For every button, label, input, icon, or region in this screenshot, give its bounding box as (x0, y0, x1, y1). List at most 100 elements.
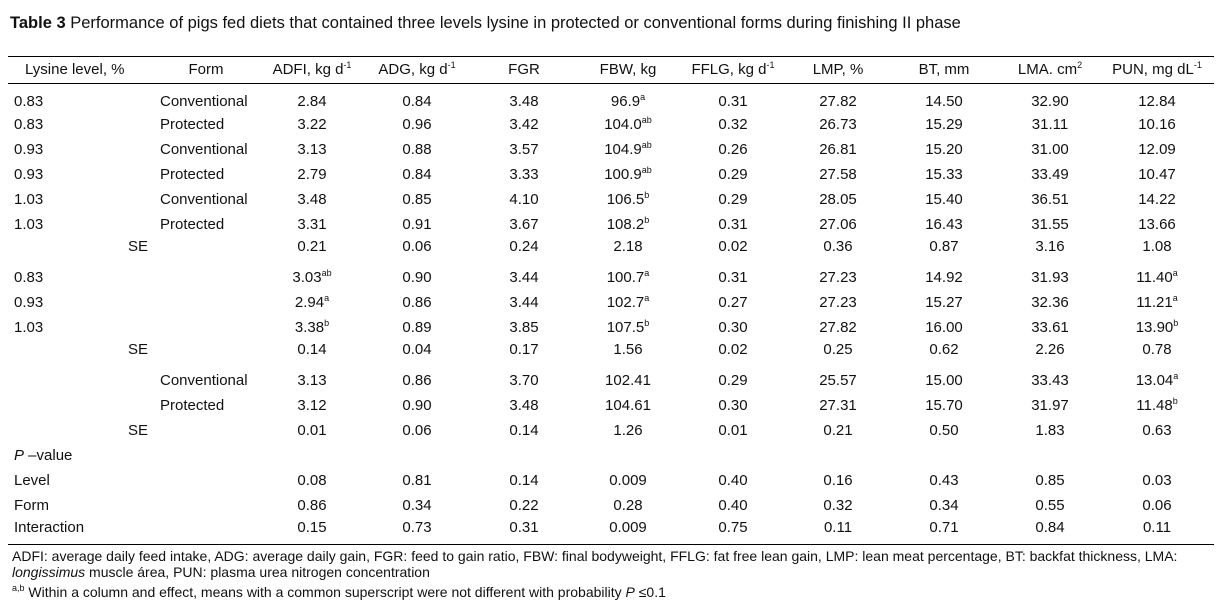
footnote-text: muscle área, PUN: plasma urea nitrogen c… (85, 564, 430, 580)
table-cell: 16.43 (925, 216, 963, 233)
table-cell: 31.00 (1031, 141, 1069, 158)
table-cell: 14.22 (1138, 191, 1176, 208)
column-header: ADG, kg d-1 (365, 61, 469, 79)
superscript: b (1173, 318, 1179, 328)
table-cell: 3.67 (509, 216, 539, 233)
table-cell: 0.63 (1142, 422, 1172, 439)
footnote-text: ≤0.1 (634, 584, 666, 600)
table-rule-1 (8, 56, 1214, 57)
table-cell: 0.14 (297, 341, 327, 358)
table-cell: 1.08 (1142, 238, 1172, 255)
table-cell: 33.61 (1031, 319, 1069, 336)
table-cell: 0.29 (718, 372, 748, 389)
table-cell: Conventional (160, 93, 248, 110)
superscript: a (1172, 268, 1178, 278)
table-cell: 27.58 (819, 166, 857, 183)
table-cell: 0.03 (1142, 472, 1172, 489)
table-cell: 0.78 (1142, 341, 1172, 358)
cell-text: 13.04 (1135, 372, 1174, 389)
table-cell: 104.9ab (576, 141, 680, 159)
table-cell: 102.7a (576, 294, 680, 312)
table-cell: 0.75 (718, 519, 748, 536)
table-cell: Level (14, 472, 50, 489)
table-cell: 15.33 (925, 166, 963, 183)
table-cell: 32.36 (1031, 294, 1069, 311)
table-cell: 31.97 (1031, 397, 1069, 414)
cell-text: 100.7 (606, 269, 645, 286)
table-cell: 0.24 (509, 238, 539, 255)
superscript: b (324, 318, 330, 328)
table-cell: 16.00 (925, 319, 963, 336)
table-cell: 27.82 (819, 93, 857, 110)
table-cell: 100.7a (576, 269, 680, 287)
superscript: 2 (1077, 60, 1083, 70)
table-cell: 0.26 (718, 141, 748, 158)
table-cell: 0.90 (402, 397, 432, 414)
table-cell: 0.84 (402, 166, 432, 183)
table-cell: 3.12 (297, 397, 327, 414)
table-cell: 26.73 (819, 116, 857, 133)
footnote-italic: longissimus (12, 564, 86, 580)
table-cell: 0.32 (718, 116, 748, 133)
superscript: a,b (12, 583, 25, 593)
table-cell: 0.31 (718, 93, 748, 110)
table-cell: 33.49 (1031, 166, 1069, 183)
table-cell: 15.00 (925, 372, 963, 389)
table-cell: 1.03 (14, 191, 44, 208)
table-cell: 3.22 (297, 116, 327, 133)
table-cell: 0.06 (402, 238, 432, 255)
table-caption: Table 3 Performance of pigs fed diets th… (10, 14, 961, 33)
superscript: b (644, 190, 650, 200)
table-cell: 0.30 (718, 319, 748, 336)
table-cell: 11.21a (1105, 294, 1209, 312)
table-cell: 0.40 (718, 497, 748, 514)
column-header: LMP, % (786, 61, 890, 79)
cell-text: ADFI, kg d (272, 61, 344, 78)
table-cell: Conventional (160, 141, 248, 158)
table-cell: 0.16 (823, 472, 853, 489)
table-cell: 31.55 (1031, 216, 1069, 233)
table-cell: 3.57 (509, 141, 539, 158)
table-cell: 0.25 (823, 341, 853, 358)
table-cell: 0.11 (823, 519, 853, 536)
superscript: ab (641, 165, 652, 175)
table-cell: 104.0ab (576, 116, 680, 134)
table-cell: 0.50 (929, 422, 959, 439)
table-cell: Conventional (160, 191, 248, 208)
table-cell: 27.82 (819, 319, 857, 336)
table-cell: 0.86 (297, 497, 327, 514)
table-cell: Form (14, 497, 49, 514)
table-cell: 0.34 (929, 497, 959, 514)
table-cell: 0.30 (718, 397, 748, 414)
table-cell: 0.85 (402, 191, 432, 208)
cell-text: 11.48 (1136, 397, 1173, 414)
table-cell: 0.08 (297, 472, 327, 489)
table-cell: 0.02 (718, 238, 748, 255)
cell-text: 102.7 (606, 294, 645, 311)
column-header: BT, mm (892, 61, 996, 79)
table-cell: 11.40a (1105, 269, 1209, 287)
table-cell: 15.29 (925, 116, 963, 133)
table-cell: Conventional (160, 372, 248, 389)
table-cell: 0.009 (609, 472, 647, 489)
table-cell: SE (128, 341, 149, 358)
table-cell: 107.5b (576, 319, 680, 337)
cell-text: 106.5 (606, 191, 645, 208)
table-cell: 0.84 (1035, 519, 1065, 536)
table-cell: 0.32 (823, 497, 853, 514)
table-cell: 0.29 (718, 166, 748, 183)
table-cell: SE (128, 422, 149, 439)
table-cell: 0.43 (929, 472, 959, 489)
table-cell: 104.61 (605, 397, 651, 414)
cell-text: 104.0 (604, 116, 642, 133)
footnote-italic: P (625, 584, 635, 600)
table-cell: 1.26 (613, 422, 643, 439)
superscript: a (644, 293, 650, 303)
table-cell: 14.92 (925, 269, 963, 286)
column-header: FFLG, kg d-1 (681, 61, 785, 79)
superscript: a (1172, 293, 1178, 303)
table-cell: Protected (160, 216, 225, 233)
table-cell: 0.89 (402, 319, 432, 336)
table-cell: 0.21 (823, 422, 853, 439)
